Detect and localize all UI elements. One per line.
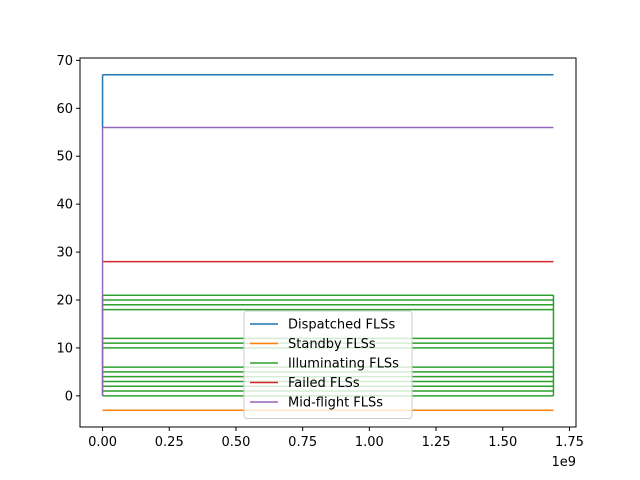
x-tick-label: 0.50 [221,435,250,450]
x-axis: 0.00 0.25 0.50 0.75 1.00 1.25 1.50 1.75 [88,427,584,450]
series-4 [101,126,554,396]
legend-entry-label: Dispatched FLSs [288,318,395,333]
legend-entry-label: Mid-flight FLSs [288,396,383,411]
x-tick-label: 0.00 [88,435,117,450]
y-axis: 0 10 20 30 40 50 60 70 [56,54,80,404]
legend: Dispatched FLSs Standby FLSs Illuminating … [243,310,413,419]
x-tick-label: 1.75 [555,435,584,450]
legend-entry-label: Standby FLSs [288,337,376,352]
series-0 [101,74,554,128]
y-tick-label: 0 [65,389,73,404]
x-tick-label: 1.00 [355,435,384,450]
y-tick-label: 30 [56,246,73,261]
y-tick-label: 40 [56,198,73,213]
x-tick-label: 0.25 [155,435,184,450]
x-tick-label: 1.50 [488,435,517,450]
axes-frame [79,57,577,428]
x-axis-offset-label: 1e9 [551,455,576,470]
legend-entry-label: Failed FLSs [288,376,360,391]
y-tick-label: 60 [56,102,73,117]
legend-entry-label: Illuminating FLSs [288,357,399,372]
x-tick-label: 1.25 [422,435,451,450]
y-tick-label: 20 [56,294,73,309]
legend-box [243,310,413,419]
y-tick-label: 10 [56,341,73,356]
y-tick-label: 50 [56,150,73,165]
y-tick-label: 70 [56,54,73,69]
x-tick-label: 0.75 [288,435,317,450]
